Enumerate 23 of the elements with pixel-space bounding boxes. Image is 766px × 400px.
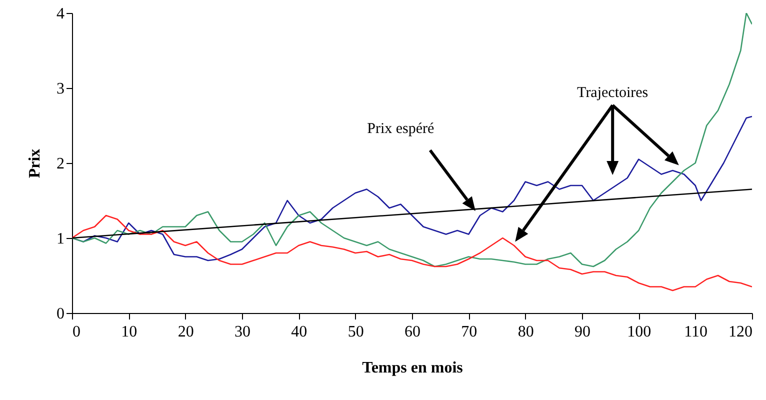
x-tick-label: 20 (178, 324, 194, 340)
x-tick-label: 90 (574, 324, 590, 340)
y-tick-label: 1 (56, 230, 64, 248)
y-tick-label: 2 (56, 156, 64, 172)
x-tick-label: 40 (291, 324, 308, 340)
y-tick-label: 4 (56, 6, 64, 22)
annotation: Trajectoires (577, 84, 648, 101)
x-tick-label: 100 (627, 324, 652, 340)
y-tick-label: 0 (56, 306, 64, 322)
x-tick-label: 30 (234, 324, 250, 340)
x-tick-label: 80 (518, 324, 534, 340)
line-series (72, 214, 752, 292)
x-axis-title: Temps en mois (362, 360, 463, 376)
y-tick-label: 3 (56, 80, 64, 98)
x-tick-label: 70 (461, 324, 478, 340)
x-tick-label: 10 (121, 324, 138, 340)
x-tick-label: 110 (684, 324, 708, 340)
x-tick-label: 50 (348, 324, 364, 340)
x-tick-label: 0 (72, 324, 80, 340)
y-axis-title: Prix (26, 148, 44, 178)
x-tick-label: 120 (728, 324, 752, 340)
annotation: Prix espéré (367, 120, 435, 137)
x-tick-label: 60 (404, 324, 420, 340)
